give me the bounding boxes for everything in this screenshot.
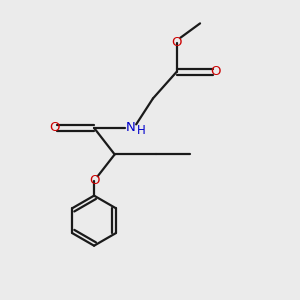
Text: N: N [126,122,136,134]
Text: O: O [171,36,182,49]
Text: O: O [210,65,221,79]
Text: H: H [137,124,146,137]
Text: O: O [89,174,99,188]
Text: O: O [50,122,60,134]
